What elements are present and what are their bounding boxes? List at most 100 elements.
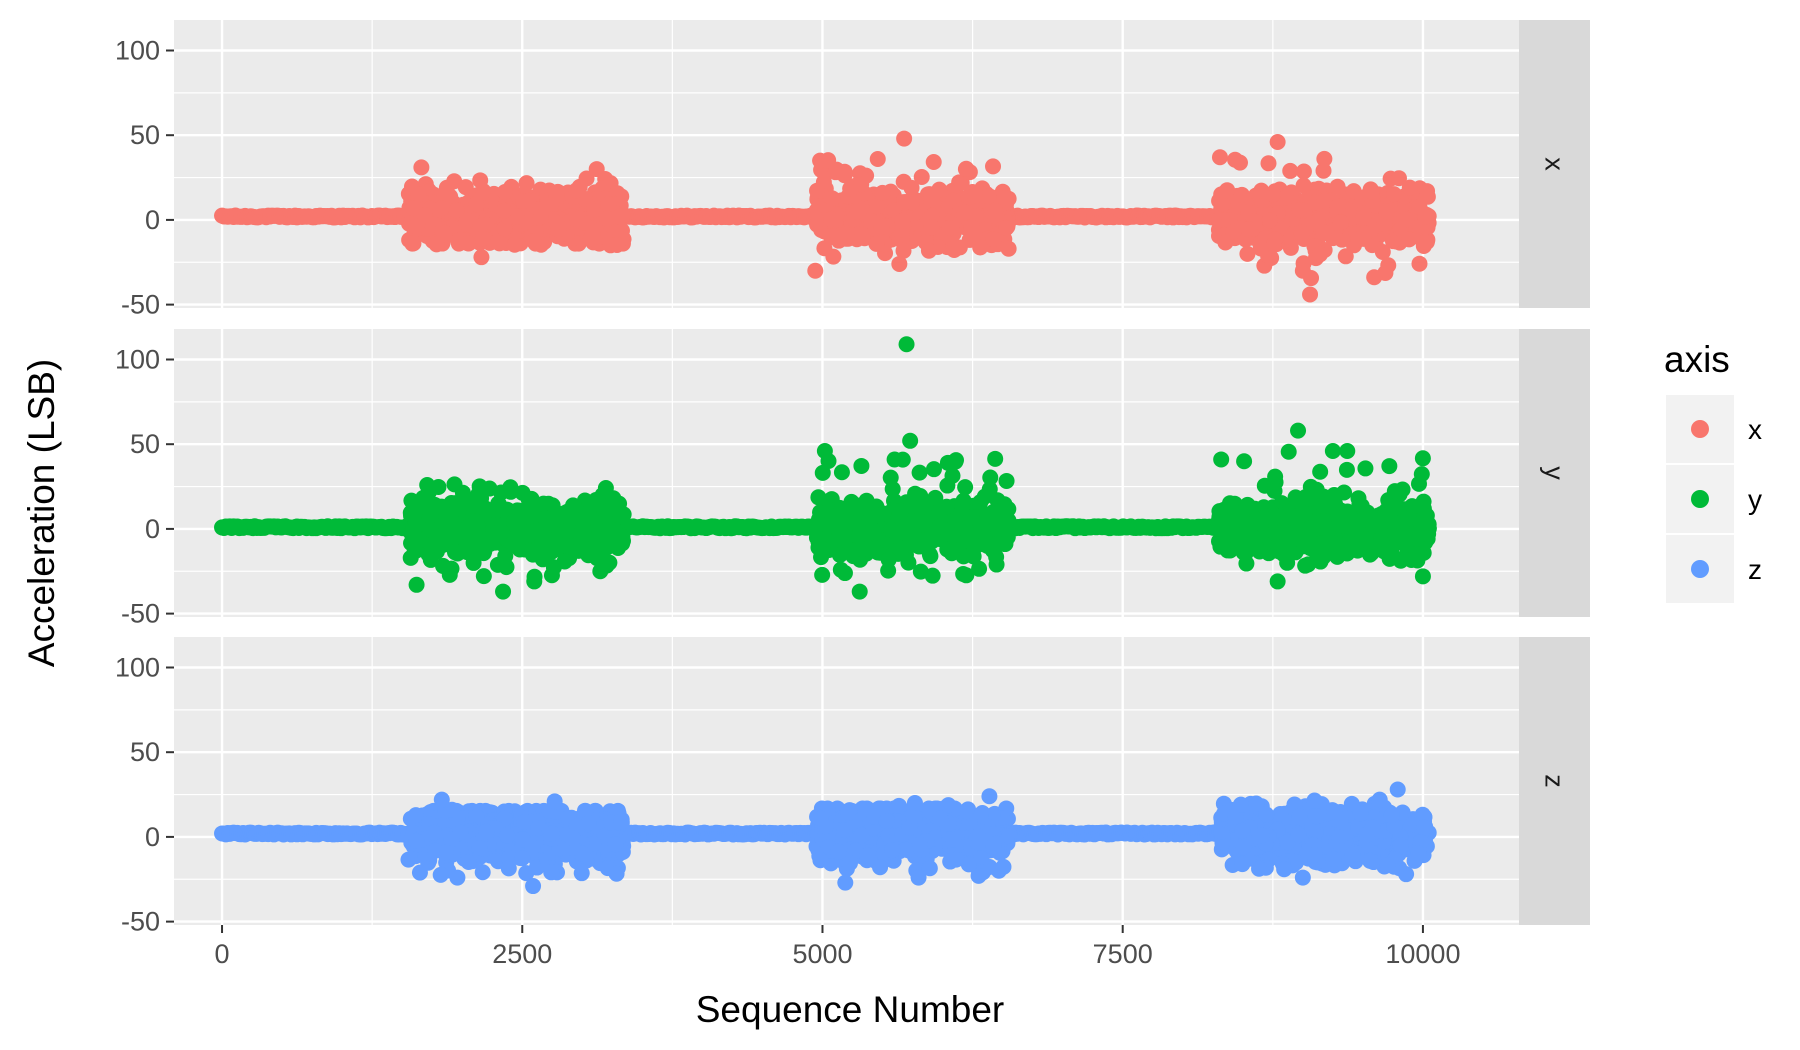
data-point (1411, 255, 1428, 272)
data-point (1266, 524, 1283, 541)
data-point (1214, 513, 1231, 530)
data-point (404, 235, 421, 252)
data-point (1260, 155, 1277, 172)
y-tick-label: 0 (145, 205, 160, 235)
data-point (1324, 230, 1341, 247)
data-point (853, 176, 870, 193)
data-point (836, 167, 853, 184)
data-point (903, 194, 920, 211)
data-point (903, 179, 920, 196)
data-point (951, 239, 968, 256)
data-point (1280, 443, 1297, 460)
data-point (858, 492, 875, 509)
data-point (1415, 493, 1432, 510)
data-point (923, 207, 940, 224)
data-point (1252, 515, 1269, 532)
data-point-outlier (898, 336, 915, 353)
data-point (1383, 545, 1400, 562)
data-point (549, 510, 566, 527)
data-point (534, 551, 551, 568)
data-point (987, 450, 1004, 467)
data-point (442, 188, 459, 205)
data-point (508, 208, 525, 225)
data-point (1397, 537, 1414, 554)
data-point (1333, 517, 1350, 534)
data-point (1371, 518, 1388, 535)
data-point (1410, 475, 1427, 492)
data-point (1348, 541, 1365, 558)
data-point (506, 236, 523, 253)
data-point (1381, 458, 1398, 475)
data-point (925, 153, 942, 170)
data-point (1386, 483, 1403, 500)
data-point (880, 551, 897, 568)
data-point (542, 197, 559, 214)
data-point (525, 233, 542, 250)
data-point (1237, 545, 1254, 562)
data-point (1000, 512, 1017, 529)
data-point-outlier (807, 262, 824, 279)
data-point (428, 236, 445, 253)
data-point (454, 484, 471, 501)
data-point (1355, 209, 1372, 226)
data-point (941, 219, 958, 236)
y-tick-label: 50 (130, 120, 160, 150)
data-point (1366, 269, 1383, 286)
data-point (611, 208, 628, 225)
data-point (1400, 510, 1417, 527)
data-point-outlier (1290, 422, 1307, 439)
data-point (1329, 198, 1346, 215)
data-point (1338, 461, 1355, 478)
data-point (1398, 211, 1415, 228)
data-point (998, 220, 1015, 237)
data-point-outlier (851, 583, 868, 600)
data-point (535, 495, 552, 512)
data-point (1326, 535, 1343, 552)
data-point (1378, 203, 1395, 220)
data-point (823, 211, 840, 228)
data-point-outlier (1339, 442, 1356, 459)
data-point (1329, 178, 1346, 195)
data-point (599, 527, 616, 544)
data-point (948, 452, 965, 469)
data-point-outlier (816, 442, 833, 459)
data-point-outlier (1000, 240, 1017, 257)
data-point (868, 235, 885, 252)
data-point (1239, 245, 1256, 262)
data-point (405, 200, 422, 217)
data-point (968, 538, 985, 555)
data-point-outlier (1269, 133, 1286, 150)
data-point-outlier (408, 576, 425, 593)
data-point (569, 211, 586, 228)
data-point (998, 472, 1015, 489)
data-point (816, 240, 833, 257)
data-point-outlier (592, 563, 609, 580)
data-point (474, 230, 491, 247)
data-point-outlier (812, 152, 829, 169)
data-point (894, 212, 911, 229)
y-tick-label: 100 (115, 344, 160, 374)
data-point-outlier (588, 161, 605, 178)
data-point (1311, 246, 1328, 263)
data-point (861, 524, 878, 541)
data-point (402, 549, 419, 566)
data-point-outlier (413, 159, 430, 176)
data-point (599, 210, 616, 227)
data-point (849, 203, 866, 220)
data-point-outlier (896, 130, 913, 147)
data-point (966, 226, 983, 243)
data-point (402, 504, 419, 521)
data-point (1219, 542, 1236, 559)
data-point (459, 235, 476, 252)
data-point-outlier (1211, 149, 1228, 166)
data-point (472, 172, 489, 189)
data-point (810, 211, 827, 228)
data-point (898, 516, 915, 533)
data-point (502, 479, 519, 496)
data-point-outlier (473, 249, 490, 266)
data-point (1233, 186, 1250, 203)
data-point (495, 202, 512, 219)
